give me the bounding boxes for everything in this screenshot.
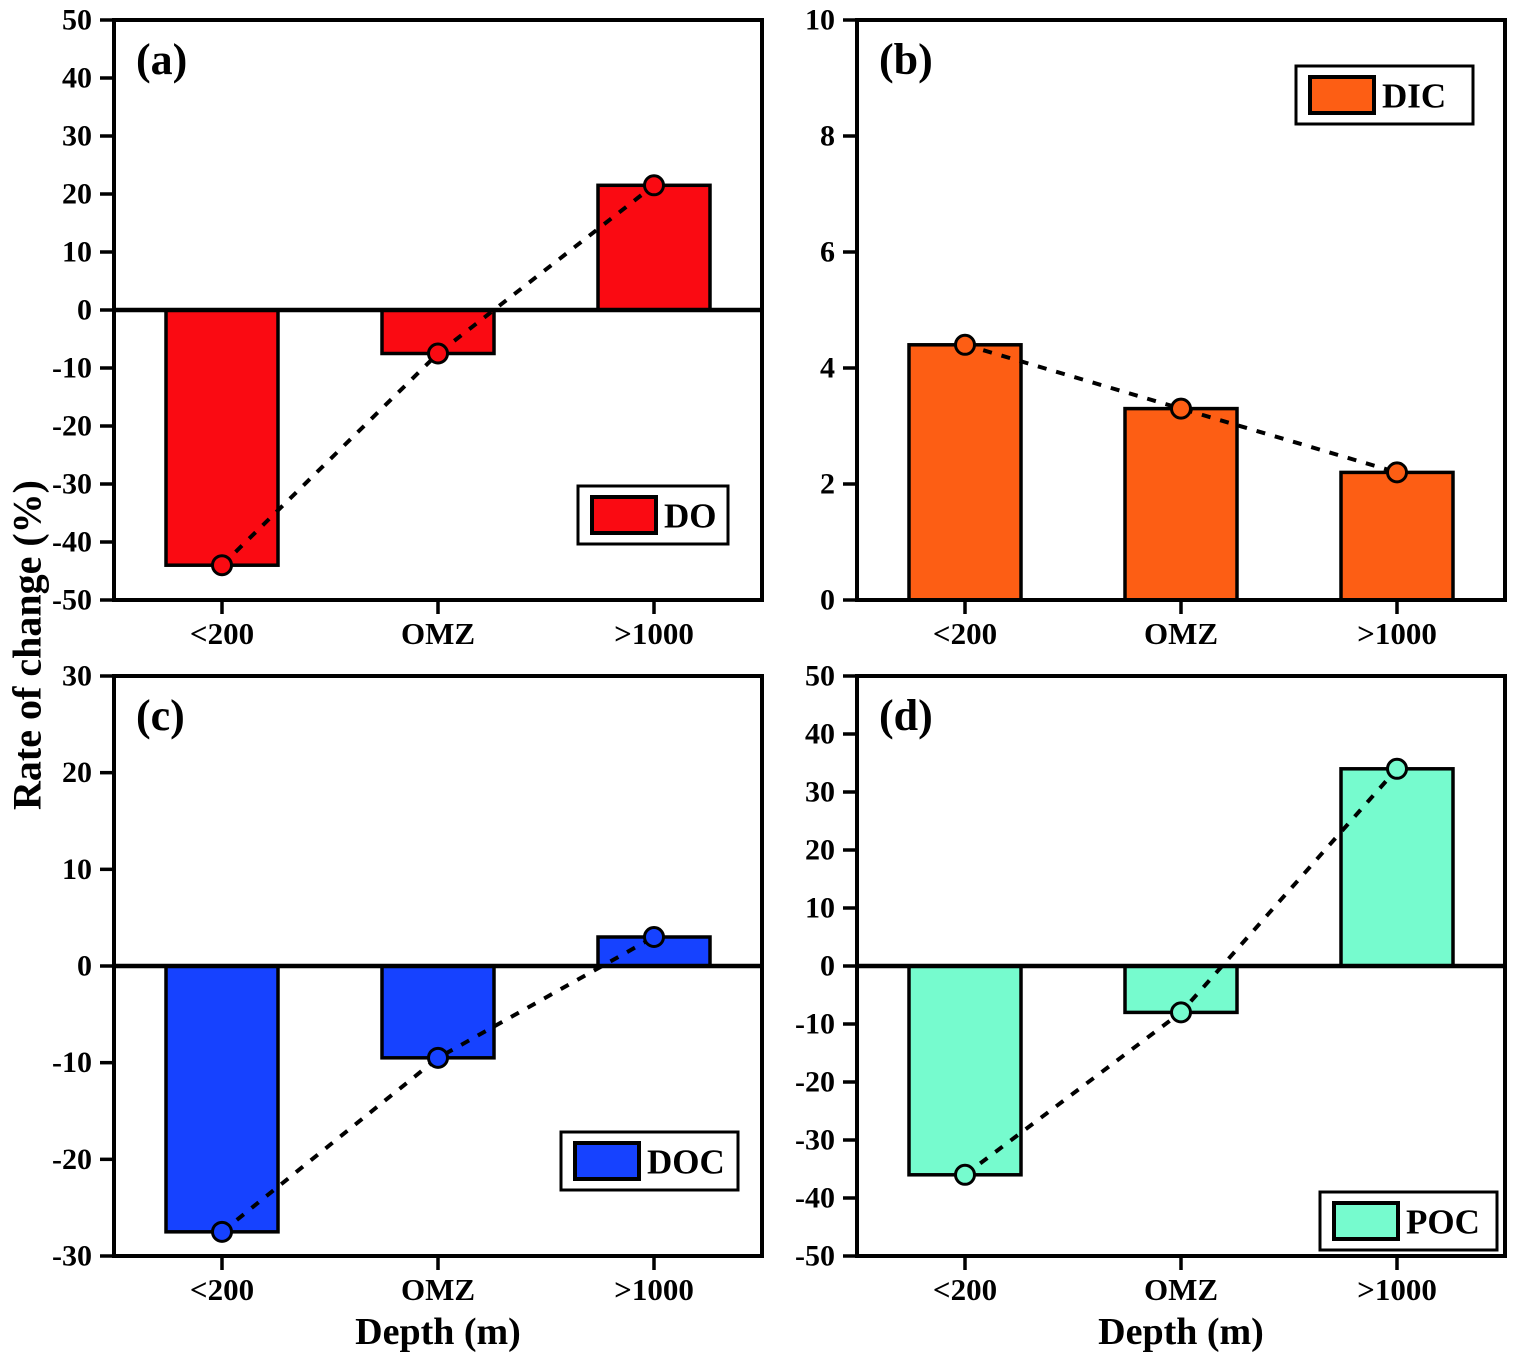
panel-label-d: (d) [879,691,933,740]
y-tick-label: -40 [795,1182,835,1215]
y-tick-label: -10 [795,1008,835,1041]
x-tick-label: >1000 [614,616,694,651]
data-marker-a-1 [211,554,233,577]
data-marker-b-1 [954,333,976,356]
chart-a: -50 -40 -30 -20 -10 0 10 20 30 40 50 <200 OMZ >1000 (a… [52,4,764,651]
chart-b: 0 2 4 6 8 10 <200 OMZ >1000 (b) DIC [805,4,1507,651]
panel-c: -30 -20 -10 0 10 20 30 <200 OMZ >1000 Depth (m) (c)… [40,660,770,1360]
y-tick-label: 30 [805,776,835,809]
y-tick-label: 0 [77,294,92,327]
bar-c-2 [380,964,496,1060]
x-axis-title: Depth (m) [355,1311,521,1353]
panel-label-b: (b) [879,35,933,84]
bar-d-1 [907,964,1023,1177]
bar-a-1 [164,308,280,567]
trend-line [220,183,656,567]
legend-swatch [1308,75,1376,115]
x-axis-title: Depth (m) [1098,1311,1264,1353]
x-tick-label: <200 [190,616,254,651]
y-tick-label: 40 [805,718,835,751]
data-marker-b-2 [1170,397,1192,420]
bar-a-3 [596,183,712,312]
data-marker-d-3 [1386,757,1408,780]
panel-b: 0 2 4 6 8 10 <200 OMZ >1000 (b) DIC [783,4,1513,665]
legend: DIC [1294,64,1475,126]
y-tick-label: -30 [52,468,92,501]
data-marker-d-1 [954,1163,976,1186]
x-tick-label: OMZ [401,1272,475,1307]
y-tick-label: -10 [52,352,92,385]
legend-label: DIC [1382,77,1446,116]
legend: POC [1318,1190,1499,1252]
data-marker-c-2 [427,1046,449,1069]
legend-label: POC [1406,1203,1480,1242]
x-tick-label: OMZ [401,616,475,651]
legend-swatch [573,1141,641,1181]
legend-swatch [590,495,658,535]
legend: DO [576,484,730,546]
x-tick-label: <200 [933,1272,997,1307]
panel-d: -50 -40 -30 -20 -10 0 10 20 30 40 50 <200 OMZ >1000 De… [783,660,1513,1360]
legend: DOC [559,1130,740,1192]
x-tick-label: >1000 [614,1272,694,1307]
y-tick-label: 40 [62,62,92,95]
y-tick-label: -20 [795,1066,835,1099]
y-tick-label: 20 [62,178,92,211]
data-marker-c-3 [643,926,665,948]
y-tick-label: -50 [795,1240,835,1273]
y-tick-label: 50 [805,664,835,693]
bar-c-1 [164,964,280,1234]
bar-d-3 [1339,767,1455,968]
trend-line [220,935,655,1234]
panel-label-a: (a) [136,35,187,84]
y-tick-label: 0 [77,950,92,983]
y-tick-label: 6 [820,236,835,269]
bar-b-2 [1123,406,1239,602]
y-tick-label: -30 [52,1240,92,1273]
data-marker-c-1 [211,1220,233,1243]
y-tick-label: 10 [805,8,835,37]
y-tick-label: -40 [52,526,92,559]
panel-a: -50 -40 -30 -20 -10 0 10 20 30 40 50 <200 OMZ >1000 (a… [40,4,770,665]
bar-b-1 [907,343,1023,602]
y-tick-label: 4 [820,352,835,385]
y-tick-label: 30 [62,664,92,693]
y-tick-label: -20 [52,1143,92,1176]
y-tick-label: 10 [805,892,835,925]
y-tick-label: -30 [795,1124,835,1157]
y-tick-label: 2 [820,468,835,501]
legend-label: DOC [647,1143,725,1182]
x-tick-label: OMZ [1144,616,1218,651]
y-tick-label: 10 [62,853,92,886]
y-tick-label: 0 [820,584,835,617]
y-tick-label: 30 [62,120,92,153]
y-tick-label: 10 [62,236,92,269]
data-marker-b-3 [1386,461,1408,484]
y-tick-label: 0 [820,950,835,983]
x-tick-label: >1000 [1357,1272,1437,1307]
y-tick-label: -20 [52,410,92,443]
data-marker-d-2 [1170,1001,1192,1024]
y-tick-label: -50 [52,584,92,617]
x-tick-label: OMZ [1144,1272,1218,1307]
y-tick-label: 20 [805,834,835,867]
legend-label: DO [664,497,717,536]
data-marker-a-3 [643,174,665,197]
chart-c: -30 -20 -10 0 10 20 30 <200 OMZ >1000 Depth (m) (c)… [52,660,764,1353]
x-tick-label: <200 [933,616,997,651]
panel-label-c: (c) [136,691,185,740]
y-tick-label: 20 [62,756,92,789]
bar-b-3 [1339,470,1455,602]
legend-swatch [1332,1201,1400,1241]
y-tick-label: 8 [820,120,835,153]
y-tick-label: 50 [62,8,92,37]
data-marker-a-2 [427,342,449,365]
y-tick-label: -10 [52,1046,92,1079]
x-tick-label: >1000 [1357,616,1437,651]
x-tick-label: <200 [190,1272,254,1307]
chart-d: -50 -40 -30 -20 -10 0 10 20 30 40 50 <200 OMZ >1000 De… [795,660,1507,1353]
